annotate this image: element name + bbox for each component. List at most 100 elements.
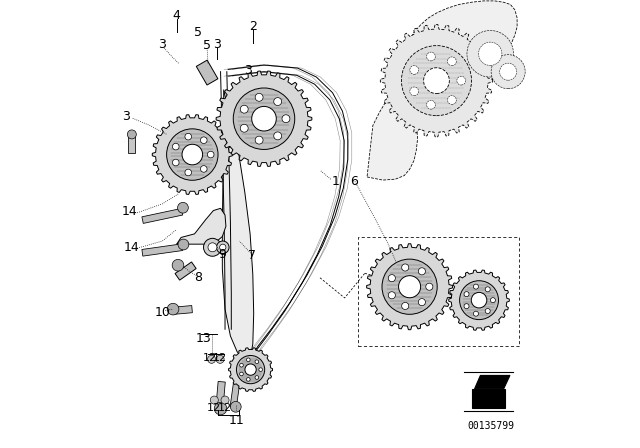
Circle shape [252, 107, 276, 131]
Circle shape [255, 136, 263, 144]
Circle shape [485, 309, 490, 314]
Polygon shape [177, 208, 226, 244]
Circle shape [500, 63, 516, 80]
Text: 13: 13 [196, 332, 211, 345]
Circle shape [424, 68, 449, 94]
Circle shape [464, 304, 469, 309]
Circle shape [220, 244, 226, 250]
Text: 5: 5 [194, 26, 202, 39]
Circle shape [457, 76, 465, 85]
Circle shape [178, 239, 189, 250]
Text: 4: 4 [173, 9, 180, 22]
Circle shape [427, 52, 435, 61]
Circle shape [460, 281, 499, 319]
Circle shape [216, 241, 229, 254]
Text: 14: 14 [122, 205, 138, 218]
Text: 9: 9 [218, 248, 227, 261]
Circle shape [239, 363, 243, 367]
Text: 00135799: 00135799 [468, 422, 515, 431]
Text: 12: 12 [218, 403, 232, 413]
Circle shape [172, 259, 184, 271]
Circle shape [185, 169, 191, 176]
Circle shape [467, 30, 513, 77]
Text: 5: 5 [203, 39, 211, 52]
Circle shape [427, 100, 435, 109]
Text: 12: 12 [207, 403, 221, 413]
Circle shape [410, 87, 419, 96]
Text: 8: 8 [194, 271, 202, 284]
Circle shape [172, 159, 179, 166]
Circle shape [255, 376, 259, 379]
Circle shape [246, 358, 250, 362]
Circle shape [419, 298, 426, 306]
Circle shape [127, 130, 136, 139]
Circle shape [388, 292, 396, 299]
Circle shape [259, 368, 262, 371]
Circle shape [210, 396, 218, 404]
Circle shape [485, 287, 490, 292]
Circle shape [200, 166, 207, 172]
Circle shape [490, 297, 495, 303]
Circle shape [491, 55, 525, 89]
Circle shape [245, 364, 256, 375]
Circle shape [399, 276, 420, 298]
Polygon shape [222, 90, 253, 359]
Circle shape [471, 293, 487, 308]
Circle shape [410, 65, 419, 74]
Text: 12: 12 [203, 353, 218, 363]
Circle shape [419, 268, 426, 275]
Circle shape [282, 115, 290, 123]
Text: 3: 3 [158, 38, 166, 52]
Circle shape [208, 243, 217, 252]
Circle shape [240, 124, 248, 132]
Polygon shape [475, 375, 510, 389]
Circle shape [246, 378, 250, 381]
Circle shape [464, 292, 469, 297]
Circle shape [401, 46, 472, 116]
Polygon shape [367, 1, 517, 180]
Circle shape [274, 98, 282, 106]
Circle shape [447, 95, 456, 104]
Polygon shape [128, 134, 136, 153]
Circle shape [204, 238, 221, 256]
Circle shape [474, 284, 479, 289]
Text: 3: 3 [213, 38, 221, 52]
Bar [472, 389, 504, 408]
Polygon shape [449, 270, 509, 330]
Polygon shape [380, 25, 493, 137]
Circle shape [402, 264, 409, 271]
Polygon shape [230, 383, 240, 408]
Circle shape [177, 202, 188, 213]
Circle shape [382, 259, 437, 314]
Polygon shape [152, 115, 232, 194]
Text: 1: 1 [332, 175, 340, 188]
Text: 14: 14 [124, 241, 140, 254]
Circle shape [166, 129, 218, 180]
Circle shape [426, 283, 433, 290]
Circle shape [207, 151, 214, 158]
Polygon shape [216, 381, 225, 409]
Circle shape [255, 360, 259, 363]
Polygon shape [228, 348, 273, 392]
Circle shape [216, 355, 224, 363]
Circle shape [185, 134, 191, 140]
Circle shape [239, 372, 243, 376]
Circle shape [207, 355, 216, 363]
Circle shape [240, 105, 248, 113]
Circle shape [274, 132, 282, 140]
Polygon shape [175, 262, 196, 280]
Text: 10: 10 [154, 306, 170, 319]
Circle shape [214, 402, 227, 415]
Circle shape [388, 275, 396, 282]
Circle shape [236, 356, 265, 383]
Circle shape [172, 143, 179, 150]
Circle shape [221, 396, 229, 404]
Polygon shape [196, 60, 218, 85]
Circle shape [200, 137, 207, 143]
Circle shape [479, 42, 502, 65]
Text: 3: 3 [244, 64, 252, 77]
Text: 7: 7 [248, 249, 256, 262]
Text: 3: 3 [122, 110, 131, 123]
Circle shape [182, 144, 203, 165]
Circle shape [447, 57, 456, 66]
